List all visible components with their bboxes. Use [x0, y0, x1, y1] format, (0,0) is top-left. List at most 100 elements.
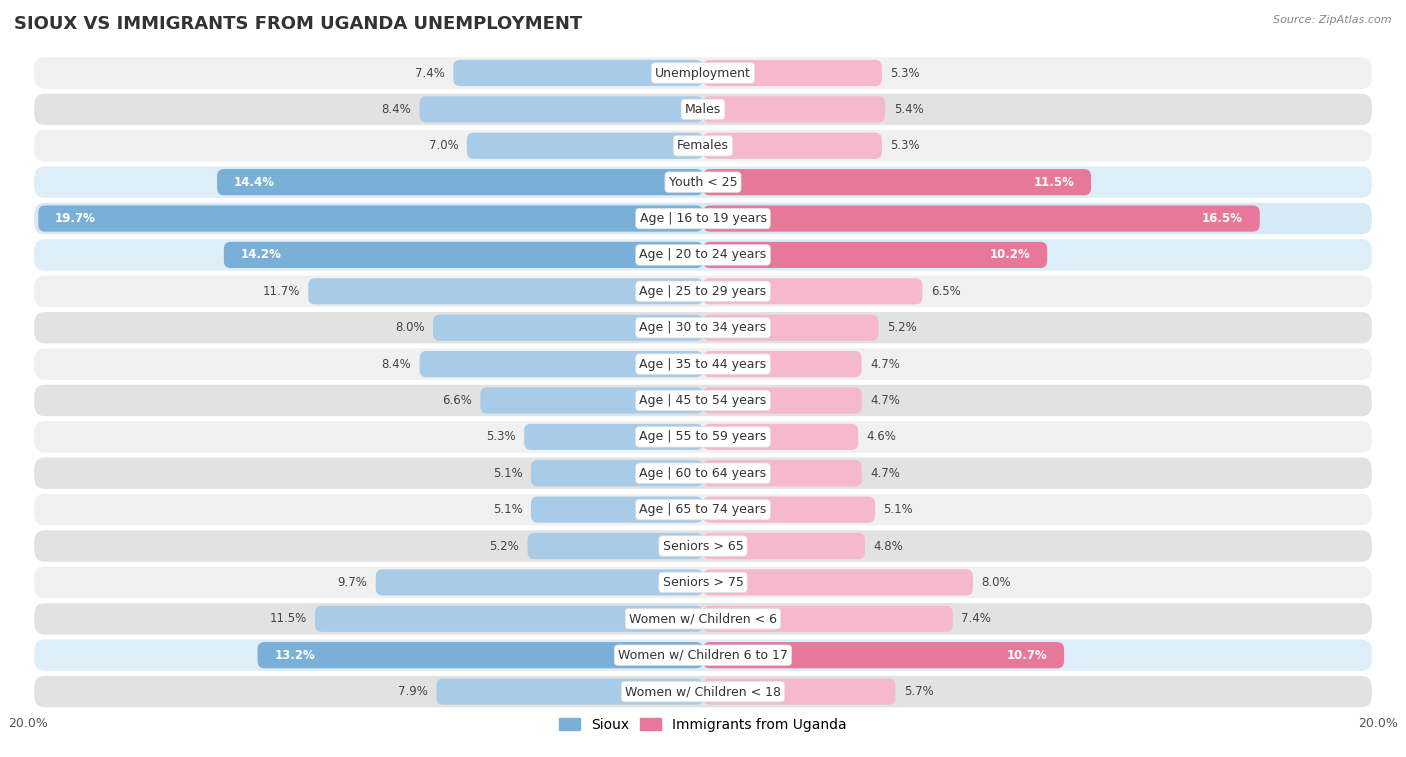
Text: SIOUX VS IMMIGRANTS FROM UGANDA UNEMPLOYMENT: SIOUX VS IMMIGRANTS FROM UGANDA UNEMPLOY…: [14, 15, 582, 33]
FancyBboxPatch shape: [703, 279, 922, 304]
Text: 4.7%: 4.7%: [870, 467, 900, 480]
Text: 8.4%: 8.4%: [381, 357, 411, 371]
FancyBboxPatch shape: [703, 569, 973, 596]
Text: 10.7%: 10.7%: [1007, 649, 1047, 662]
FancyBboxPatch shape: [34, 420, 1372, 453]
FancyBboxPatch shape: [308, 279, 703, 304]
FancyBboxPatch shape: [34, 602, 1372, 636]
FancyBboxPatch shape: [375, 569, 703, 596]
FancyBboxPatch shape: [524, 424, 703, 450]
FancyBboxPatch shape: [34, 493, 1372, 526]
Text: 5.1%: 5.1%: [492, 467, 523, 480]
FancyBboxPatch shape: [217, 169, 703, 195]
Text: 10.2%: 10.2%: [990, 248, 1031, 261]
Text: Youth < 25: Youth < 25: [669, 176, 737, 188]
FancyBboxPatch shape: [257, 642, 703, 668]
FancyBboxPatch shape: [38, 205, 703, 232]
Text: 6.5%: 6.5%: [931, 285, 960, 298]
Text: Age | 25 to 29 years: Age | 25 to 29 years: [640, 285, 766, 298]
Text: 8.4%: 8.4%: [381, 103, 411, 116]
Text: 5.4%: 5.4%: [894, 103, 924, 116]
Text: 4.7%: 4.7%: [870, 394, 900, 407]
Text: Age | 35 to 44 years: Age | 35 to 44 years: [640, 357, 766, 371]
Text: 19.7%: 19.7%: [55, 212, 96, 225]
Text: Unemployment: Unemployment: [655, 67, 751, 79]
Text: 5.2%: 5.2%: [489, 540, 519, 553]
Text: Females: Females: [678, 139, 728, 152]
FancyBboxPatch shape: [703, 169, 1091, 195]
Text: 14.4%: 14.4%: [233, 176, 276, 188]
FancyBboxPatch shape: [34, 638, 1372, 672]
Text: Age | 30 to 34 years: Age | 30 to 34 years: [640, 321, 766, 334]
Text: Seniors > 75: Seniors > 75: [662, 576, 744, 589]
Text: Age | 16 to 19 years: Age | 16 to 19 years: [640, 212, 766, 225]
Text: 7.4%: 7.4%: [415, 67, 444, 79]
FancyBboxPatch shape: [34, 166, 1372, 199]
FancyBboxPatch shape: [703, 388, 862, 413]
Text: 14.2%: 14.2%: [240, 248, 281, 261]
Text: 7.4%: 7.4%: [962, 612, 991, 625]
Text: 7.0%: 7.0%: [429, 139, 458, 152]
Text: 6.6%: 6.6%: [441, 394, 472, 407]
Text: Age | 55 to 59 years: Age | 55 to 59 years: [640, 431, 766, 444]
FancyBboxPatch shape: [315, 606, 703, 632]
Text: 4.8%: 4.8%: [873, 540, 903, 553]
Text: Age | 20 to 24 years: Age | 20 to 24 years: [640, 248, 766, 261]
Text: Women w/ Children < 6: Women w/ Children < 6: [628, 612, 778, 625]
Text: Source: ZipAtlas.com: Source: ZipAtlas.com: [1274, 15, 1392, 25]
FancyBboxPatch shape: [419, 96, 703, 123]
FancyBboxPatch shape: [34, 311, 1372, 344]
Text: 9.7%: 9.7%: [337, 576, 367, 589]
Legend: Sioux, Immigrants from Uganda: Sioux, Immigrants from Uganda: [554, 712, 852, 737]
FancyBboxPatch shape: [34, 92, 1372, 126]
FancyBboxPatch shape: [453, 60, 703, 86]
FancyBboxPatch shape: [703, 533, 865, 559]
FancyBboxPatch shape: [531, 460, 703, 486]
FancyBboxPatch shape: [433, 315, 703, 341]
FancyBboxPatch shape: [436, 678, 703, 705]
Text: 8.0%: 8.0%: [395, 321, 425, 334]
Text: 13.2%: 13.2%: [274, 649, 315, 662]
Text: Age | 45 to 54 years: Age | 45 to 54 years: [640, 394, 766, 407]
FancyBboxPatch shape: [467, 132, 703, 159]
Text: Age | 65 to 74 years: Age | 65 to 74 years: [640, 503, 766, 516]
Text: Women w/ Children 6 to 17: Women w/ Children 6 to 17: [619, 649, 787, 662]
Text: 11.5%: 11.5%: [1033, 176, 1074, 188]
FancyBboxPatch shape: [34, 347, 1372, 381]
Text: 4.6%: 4.6%: [866, 431, 897, 444]
FancyBboxPatch shape: [703, 205, 1260, 232]
Text: Males: Males: [685, 103, 721, 116]
FancyBboxPatch shape: [703, 351, 862, 377]
Text: 11.5%: 11.5%: [270, 612, 307, 625]
Text: Seniors > 65: Seniors > 65: [662, 540, 744, 553]
Text: 5.2%: 5.2%: [887, 321, 917, 334]
FancyBboxPatch shape: [703, 96, 886, 123]
FancyBboxPatch shape: [34, 674, 1372, 709]
FancyBboxPatch shape: [34, 565, 1372, 599]
FancyBboxPatch shape: [531, 497, 703, 523]
FancyBboxPatch shape: [703, 424, 858, 450]
FancyBboxPatch shape: [703, 606, 953, 632]
FancyBboxPatch shape: [34, 275, 1372, 308]
Text: 5.3%: 5.3%: [890, 139, 920, 152]
FancyBboxPatch shape: [703, 497, 875, 523]
FancyBboxPatch shape: [703, 315, 879, 341]
Text: 5.3%: 5.3%: [890, 67, 920, 79]
Text: 11.7%: 11.7%: [263, 285, 299, 298]
FancyBboxPatch shape: [703, 132, 882, 159]
FancyBboxPatch shape: [703, 241, 1047, 268]
FancyBboxPatch shape: [527, 533, 703, 559]
FancyBboxPatch shape: [703, 60, 882, 86]
FancyBboxPatch shape: [34, 456, 1372, 490]
FancyBboxPatch shape: [34, 202, 1372, 235]
FancyBboxPatch shape: [419, 351, 703, 377]
Text: 5.7%: 5.7%: [904, 685, 934, 698]
FancyBboxPatch shape: [703, 678, 896, 705]
Text: 7.9%: 7.9%: [398, 685, 427, 698]
FancyBboxPatch shape: [34, 56, 1372, 90]
FancyBboxPatch shape: [34, 238, 1372, 272]
Text: Age | 60 to 64 years: Age | 60 to 64 years: [640, 467, 766, 480]
FancyBboxPatch shape: [703, 642, 1064, 668]
FancyBboxPatch shape: [224, 241, 703, 268]
Text: 16.5%: 16.5%: [1202, 212, 1243, 225]
